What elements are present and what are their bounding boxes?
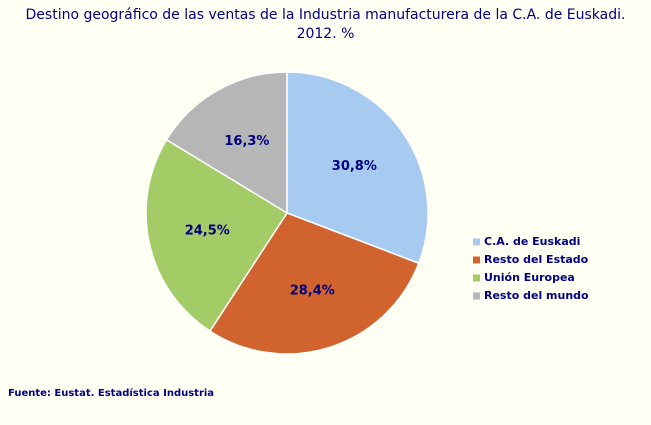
legend-label: C.A. de Euskadi xyxy=(484,235,580,248)
data-label: 24,5% xyxy=(185,224,230,239)
chart-title: Destino geográfico de las ventas de la I… xyxy=(25,7,626,42)
legend-swatch xyxy=(473,292,480,300)
pie-slice xyxy=(286,71,429,265)
legend-swatch xyxy=(473,274,480,282)
data-label: 30,8% xyxy=(332,159,377,174)
data-label: 16,3% xyxy=(224,134,269,149)
legend-label: Unión Europea xyxy=(484,271,575,284)
legend-label: Resto del Estado xyxy=(484,253,589,266)
source-note: Fuente: Eustat. Estadística Industria xyxy=(8,388,215,399)
legend-swatch xyxy=(473,256,480,264)
legend-label: Resto del mundo xyxy=(484,289,589,302)
legend-swatch xyxy=(473,238,480,246)
pie-slice xyxy=(145,138,289,333)
pie-slice xyxy=(208,212,420,355)
pie-slice xyxy=(165,71,288,215)
data-label: 28,4% xyxy=(290,283,335,298)
